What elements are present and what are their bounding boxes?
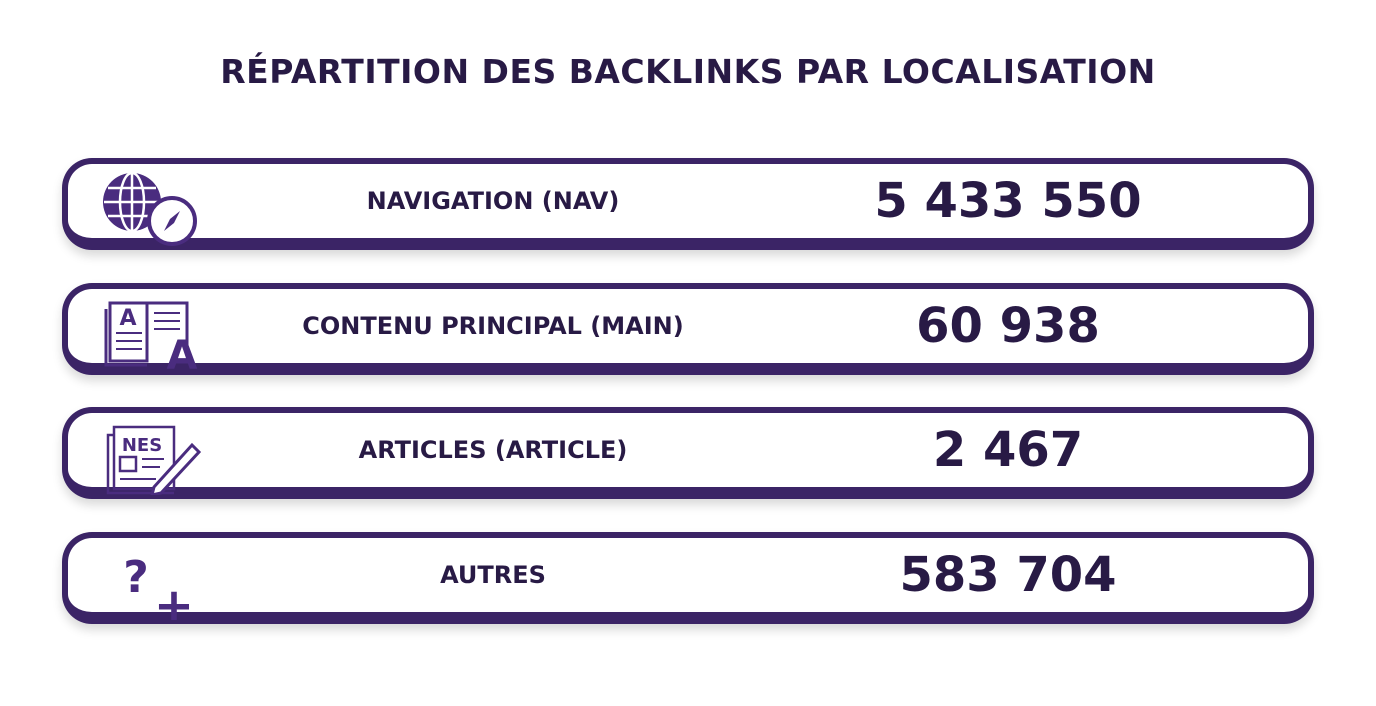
row-label: NAVIGATION (NAV) [366,187,620,215]
icon-text: A [167,333,198,371]
row-value: 5 433 550 [874,173,1142,229]
row-label: CONTENU PRINCIPAL (MAIN) [302,312,684,340]
row: ? + AUTRES 583 704 [62,532,1314,624]
globe-icon [103,171,197,246]
other-icon: ? + [123,552,194,620]
icon-text: + [154,578,194,620]
row: NAVIGATION (NAV) 5 433 550 [62,158,1314,250]
row-value: 60 938 [916,298,1100,354]
row-label: AUTRES [440,561,546,589]
row-value: 2 467 [932,422,1084,478]
row: NES ARTICLES (ARTICLE) 2 467 [62,407,1314,499]
title: RÉPARTITION DES BACKLINKS PAR LOCALISATI… [220,52,1156,91]
icon-text: NES [122,435,162,456]
icon-text: ? [123,552,149,603]
news-icon: NES [106,425,202,495]
row-label: ARTICLES (ARTICLE) [358,436,628,464]
row: A A CONTENU PRINCIPAL (MAIN) 60 938 [62,283,1314,375]
icon-text: A [119,306,136,331]
row-value: 583 704 [899,547,1117,603]
book-icon: A A [104,301,198,371]
